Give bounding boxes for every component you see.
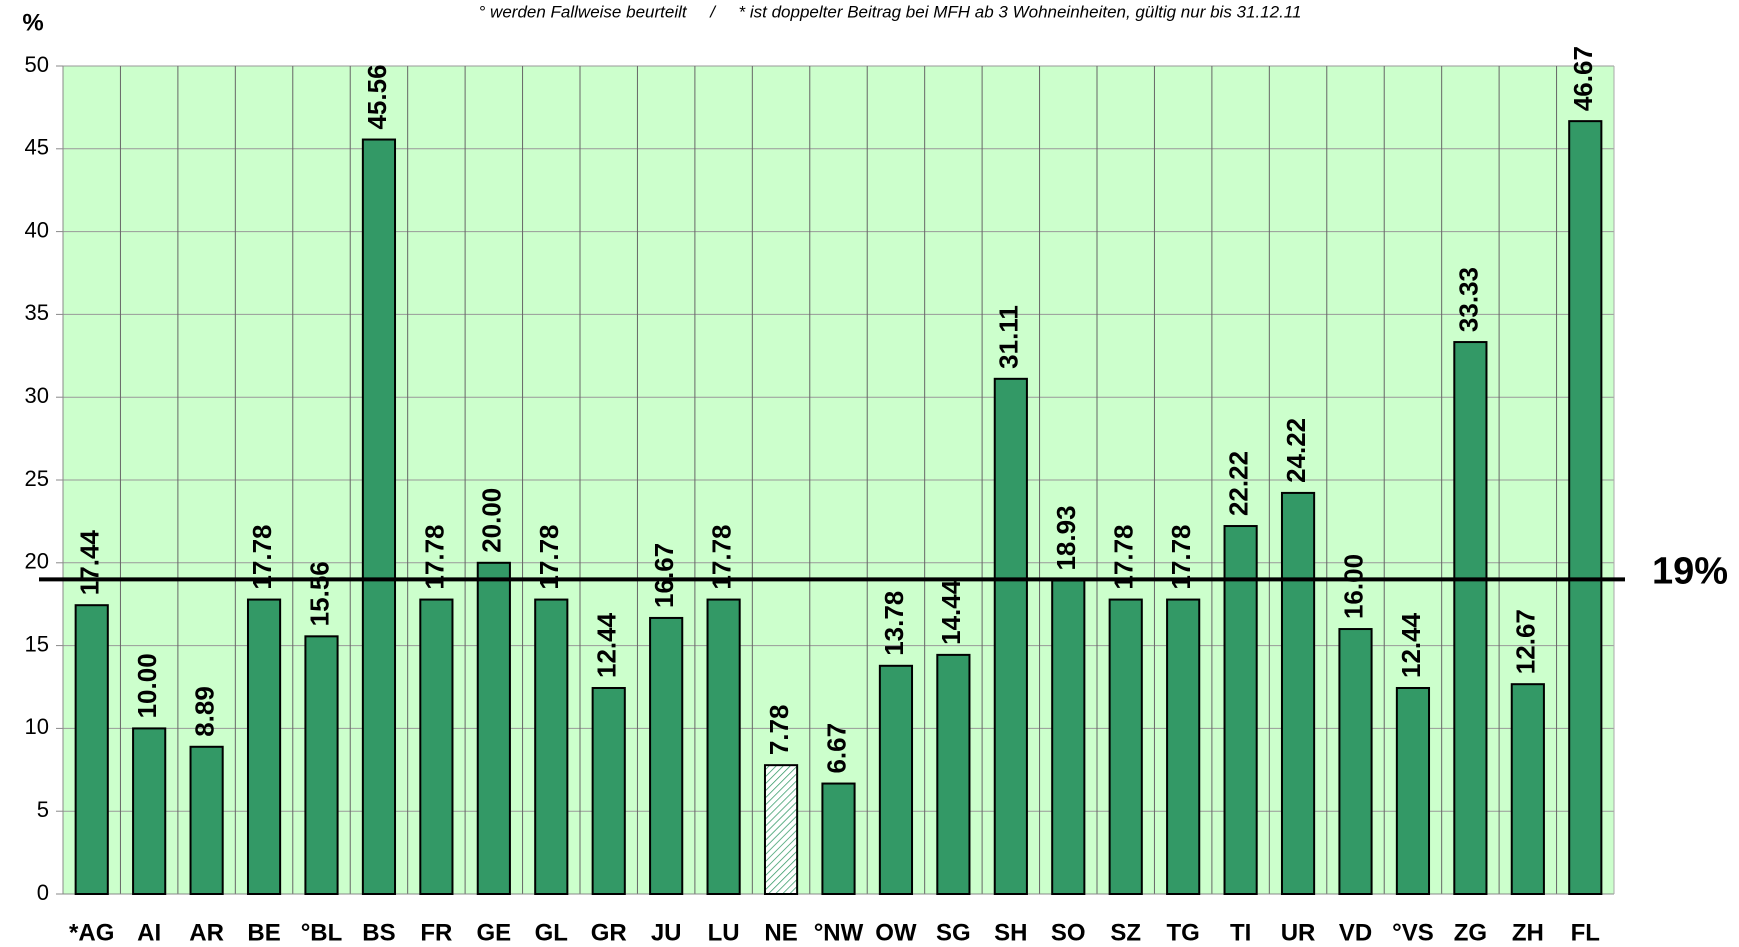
value-label: 7.78 (764, 705, 794, 756)
x-tick-label: TI (1230, 919, 1251, 946)
x-tick-label: SG (936, 919, 971, 946)
y-tick-label: 50 (25, 52, 49, 77)
x-tick-label: SZ (1110, 919, 1141, 946)
value-label: 13.78 (879, 591, 909, 656)
bar (1453, 341, 1488, 896)
value-label: 8.89 (189, 686, 219, 737)
x-tick-label: BS (362, 919, 395, 946)
x-tick-label: °BL (301, 919, 343, 946)
bar (361, 138, 397, 895)
bar (821, 782, 856, 895)
x-tick-label: *AG (69, 919, 114, 946)
x-tick-label: ZG (1454, 919, 1487, 946)
x-tick-label: LU (708, 919, 740, 946)
bar (1051, 579, 1086, 896)
x-tick-label: SO (1051, 919, 1086, 946)
y-tick-label: 40 (25, 217, 49, 242)
x-tick-label: OW (875, 919, 917, 946)
bar (1108, 598, 1143, 895)
value-label: 31.11 (994, 305, 1024, 369)
bar (591, 686, 626, 895)
value-label: 16.67 (649, 543, 679, 608)
bar (1568, 120, 1603, 896)
value-label: 18.93 (1051, 505, 1081, 570)
value-label: 15.56 (304, 561, 334, 626)
y-tick-label: 15 (25, 631, 49, 656)
x-tick-label: UR (1281, 919, 1316, 946)
value-label: 14.44 (936, 579, 966, 645)
bar (936, 653, 971, 895)
x-tick-label: °VS (1392, 919, 1434, 946)
value-label: 45.56 (362, 64, 392, 129)
bar (993, 377, 1028, 895)
value-label: 46.67 (1568, 46, 1598, 111)
y-tick-label: 5 (37, 797, 49, 822)
x-tick-label: GL (535, 919, 568, 946)
bar (534, 598, 569, 895)
value-label: 12.44 (1396, 612, 1426, 678)
bar (1223, 525, 1258, 895)
bar (1338, 628, 1373, 895)
value-label: 20.00 (477, 488, 507, 553)
chart-subtitle: ° werden Fallweise beurteilt / * ist dop… (479, 2, 1302, 21)
bar (1166, 598, 1201, 895)
value-label: 6.67 (821, 723, 851, 774)
value-label: 12.44 (592, 612, 622, 678)
value-label: 22.22 (1223, 451, 1253, 516)
y-tick-label: 25 (25, 466, 49, 491)
y-tick-label: 35 (25, 300, 49, 325)
value-label: 10.00 (132, 653, 162, 718)
bar (246, 598, 282, 895)
bar (304, 635, 339, 896)
x-tick-label: AR (189, 919, 224, 946)
bar (1280, 491, 1316, 895)
bar (132, 727, 167, 896)
bar (878, 664, 914, 896)
bar (419, 598, 454, 895)
x-tick-label: GR (591, 919, 627, 946)
bar (476, 561, 511, 895)
bar (1395, 686, 1431, 895)
value-label: 12.67 (1511, 609, 1541, 674)
x-tick-label: °NW (814, 919, 864, 946)
y-tick-label: 45 (25, 135, 49, 160)
bar (1510, 683, 1545, 896)
y-tick-label: 30 (25, 383, 49, 408)
x-tick-label: BE (247, 919, 280, 946)
x-tick-label: FR (420, 919, 452, 946)
x-tick-label: ZH (1512, 919, 1544, 946)
x-tick-label: GE (476, 919, 511, 946)
y-tick-label: 0 (37, 880, 49, 905)
bar (706, 598, 741, 895)
bar (649, 616, 684, 896)
bar (189, 745, 224, 896)
x-tick-label: JU (651, 919, 682, 946)
value-label: 17.44 (75, 530, 105, 596)
y-tick-label: 20 (25, 549, 49, 574)
reference-label: 19% (1652, 550, 1728, 592)
value-label: 33.33 (1453, 267, 1483, 332)
x-tick-label: TG (1167, 919, 1200, 946)
y-axis-label: % (22, 9, 43, 36)
x-tick-label: AI (137, 919, 161, 946)
y-tick-label: 10 (25, 714, 49, 739)
x-tick-label: VD (1339, 919, 1372, 946)
x-tick-label: SH (994, 919, 1027, 946)
bar (74, 604, 109, 895)
x-tick-label: NE (764, 919, 797, 946)
value-label: 24.22 (1281, 418, 1311, 483)
x-tick-label: FL (1571, 919, 1600, 946)
bar (763, 764, 799, 896)
value-label: 16.00 (1338, 554, 1368, 619)
